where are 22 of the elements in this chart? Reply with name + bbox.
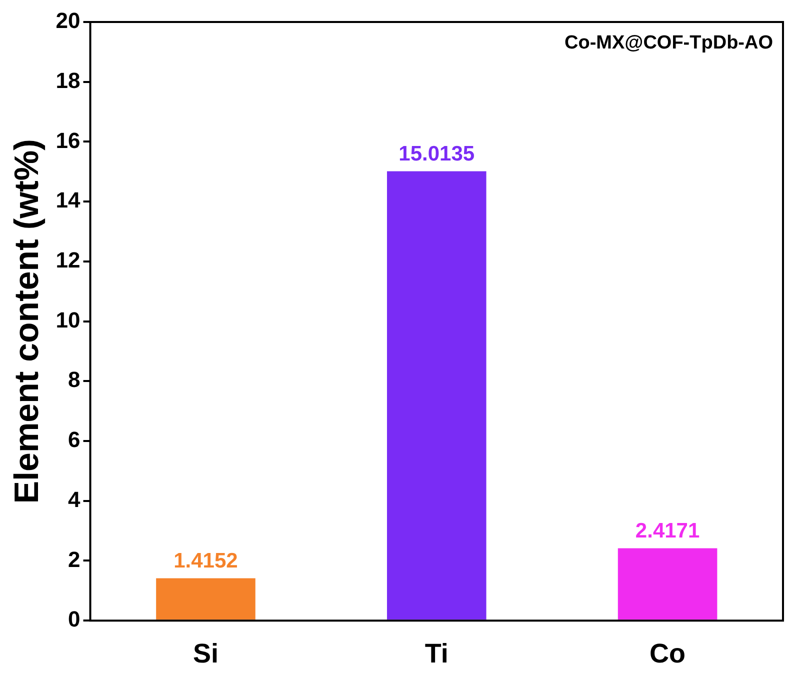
bar bbox=[386, 171, 486, 620]
y-tick-label: 6 bbox=[68, 427, 80, 452]
y-tick-label: 18 bbox=[56, 68, 80, 93]
x-tick-label: Si bbox=[192, 638, 218, 668]
data-label: 2.4171 bbox=[635, 520, 700, 543]
y-tick-label: 16 bbox=[56, 128, 80, 153]
y-tick-label: 2 bbox=[68, 546, 80, 572]
data-label: 15.0135 bbox=[398, 142, 475, 166]
y-tick-label: 8 bbox=[68, 367, 80, 392]
y-tick-label: 0 bbox=[68, 606, 80, 632]
y-tick-label: 20 bbox=[56, 8, 80, 34]
y-tick-label: 12 bbox=[56, 248, 80, 273]
bar bbox=[618, 548, 718, 620]
y-tick-label: 4 bbox=[68, 486, 82, 512]
y-axis-title: Element content (wt%) bbox=[8, 139, 46, 504]
x-tick-label: Ti bbox=[424, 638, 448, 668]
x-tick-label: Co bbox=[650, 638, 686, 668]
bar bbox=[156, 578, 256, 620]
y-tick-label: 10 bbox=[56, 307, 80, 332]
data-label: 1.4152 bbox=[174, 550, 238, 573]
y-tick-label: 14 bbox=[56, 188, 82, 213]
annotation: Co-MX@COF-TpDb-AO bbox=[564, 32, 773, 54]
